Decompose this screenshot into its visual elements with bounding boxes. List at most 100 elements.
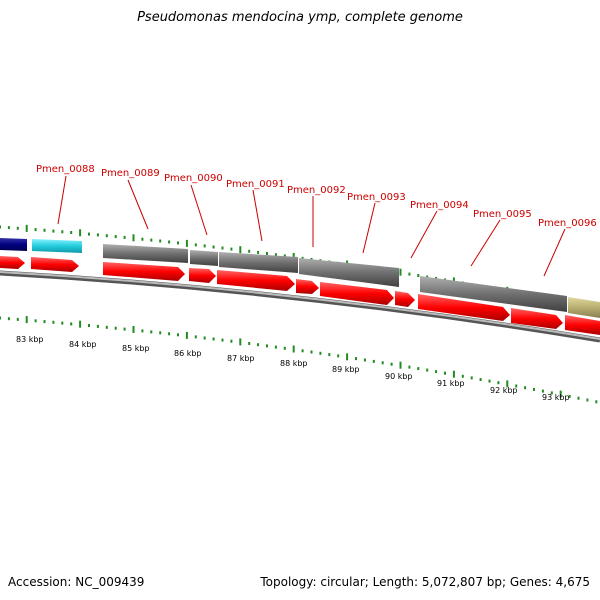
minor-tick bbox=[43, 228, 46, 232]
map-title: Pseudomonas mendocina ymp, complete geno… bbox=[137, 10, 463, 25]
minor-tick bbox=[105, 234, 108, 238]
kbp-label: 90 kbp bbox=[385, 372, 413, 381]
major-tick bbox=[185, 331, 188, 339]
kbp-label: 92 kbp bbox=[490, 386, 518, 395]
minor-tick bbox=[221, 246, 224, 250]
kbp-label: 86 kbp bbox=[174, 349, 202, 358]
major-tick bbox=[452, 370, 455, 378]
minor-tick bbox=[141, 237, 144, 241]
kbp-label: 87 kbp bbox=[227, 354, 255, 363]
cds-arrow bbox=[296, 279, 319, 294]
minor-tick bbox=[301, 256, 304, 260]
minor-tick bbox=[61, 321, 64, 325]
minor-tick bbox=[257, 343, 260, 347]
minor-tick bbox=[595, 400, 598, 404]
kbp-label: 83 kbp bbox=[16, 335, 44, 344]
minor-tick bbox=[301, 349, 304, 353]
minor-tick bbox=[212, 245, 215, 249]
minor-tick bbox=[390, 362, 393, 366]
minor-tick bbox=[88, 232, 90, 236]
gene-block bbox=[420, 276, 567, 312]
gene-label-pmen-0090: Pmen_0090 bbox=[164, 173, 223, 184]
cds-arrow bbox=[103, 262, 185, 281]
minor-tick bbox=[194, 243, 197, 247]
minor-tick bbox=[274, 253, 277, 257]
gene-label-pmen-0094: Pmen_0094 bbox=[410, 200, 469, 211]
cds-arrow bbox=[395, 291, 415, 307]
cds-arrow bbox=[217, 270, 295, 291]
minor-tick bbox=[7, 317, 10, 321]
major-tick bbox=[292, 345, 295, 353]
minor-tick bbox=[319, 351, 322, 355]
minor-tick bbox=[168, 240, 171, 244]
gene-label-pmen-0092: Pmen_0092 bbox=[287, 185, 346, 196]
minor-tick bbox=[0, 316, 1, 320]
minor-tick bbox=[541, 389, 544, 393]
minor-tick bbox=[497, 381, 500, 385]
kbp-label: 93 kbp bbox=[542, 393, 570, 402]
major-tick bbox=[185, 239, 188, 247]
gene-label-pmen-0088: Pmen_0088 bbox=[36, 164, 95, 175]
genome-backbone bbox=[0, 270, 600, 343]
minor-tick bbox=[150, 330, 153, 334]
kbp-label: 88 kbp bbox=[280, 359, 308, 368]
cds-arrow bbox=[0, 256, 25, 269]
gene-block bbox=[219, 252, 298, 273]
minor-tick bbox=[52, 320, 55, 324]
minor-tick bbox=[248, 342, 251, 345]
minor-tick bbox=[444, 371, 446, 375]
minor-tick bbox=[203, 336, 206, 340]
minor-tick bbox=[550, 391, 553, 395]
minor-tick bbox=[34, 228, 37, 232]
minor-tick bbox=[586, 398, 589, 402]
minor-tick bbox=[248, 249, 251, 253]
minor-tick bbox=[159, 331, 162, 335]
minor-tick bbox=[417, 367, 420, 371]
gene-block bbox=[103, 244, 188, 263]
major-tick bbox=[559, 390, 562, 398]
minor-tick bbox=[61, 230, 64, 234]
major-tick bbox=[292, 253, 295, 260]
minor-tick bbox=[221, 338, 224, 342]
minor-tick bbox=[257, 250, 260, 254]
minor-tick bbox=[372, 359, 375, 363]
minor-tick bbox=[533, 387, 535, 391]
gene-label-pmen-0091: Pmen_0091 bbox=[226, 179, 285, 190]
minor-tick bbox=[177, 241, 179, 245]
minor-tick bbox=[203, 244, 206, 248]
minor-tick bbox=[168, 332, 171, 336]
minor-tick bbox=[159, 239, 162, 243]
minor-tick bbox=[426, 368, 429, 372]
cyan-feature bbox=[32, 239, 82, 253]
minor-tick bbox=[34, 319, 37, 323]
minor-tick bbox=[328, 353, 331, 357]
minor-tick bbox=[568, 394, 571, 398]
major-tick bbox=[132, 326, 135, 333]
cds-arrow bbox=[31, 257, 79, 272]
kbp-label: 91 kbp bbox=[437, 379, 465, 388]
minor-tick bbox=[123, 235, 126, 239]
minor-tick bbox=[417, 274, 420, 277]
major-tick bbox=[239, 246, 242, 254]
minor-tick bbox=[70, 322, 73, 326]
minor-tick bbox=[105, 325, 108, 329]
minor-tick bbox=[123, 327, 126, 331]
cds-arrow bbox=[189, 268, 216, 283]
kbp-labels: 83 kbp 84 kbp 85 kbp 86 kbp 87 kbp 88 kb… bbox=[16, 335, 570, 402]
minor-tick bbox=[150, 238, 153, 242]
minor-tick bbox=[114, 326, 117, 330]
minor-tick bbox=[577, 396, 580, 400]
minor-tick bbox=[7, 226, 10, 230]
minor-tick bbox=[43, 320, 46, 324]
cds-arrow bbox=[511, 308, 563, 329]
gene-label-pmen-0093: Pmen_0093 bbox=[347, 192, 406, 203]
minor-tick bbox=[461, 374, 464, 378]
minor-tick bbox=[355, 357, 357, 361]
cds-arrow bbox=[565, 315, 600, 335]
minor-tick bbox=[96, 324, 99, 328]
gene-label-pmen-0096: Pmen_0096 bbox=[538, 218, 597, 229]
minor-tick bbox=[515, 384, 518, 388]
minor-tick bbox=[479, 378, 482, 381]
cds-arrow bbox=[320, 282, 394, 305]
